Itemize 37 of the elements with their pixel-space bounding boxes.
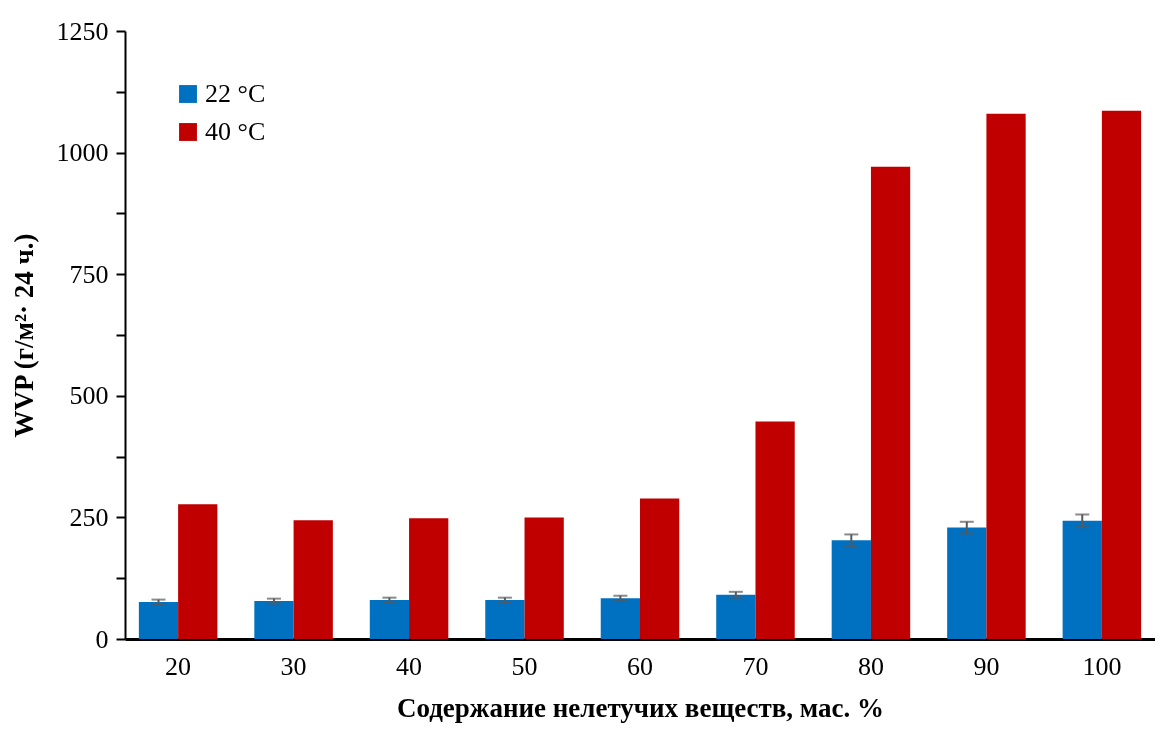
x-tick-label: 70: [742, 651, 769, 681]
y-axis-title: WVP (г/м²· 24 ч.): [8, 233, 39, 438]
x-tick-label: 40: [396, 651, 423, 681]
bar: [640, 498, 680, 639]
bar: [600, 598, 640, 639]
legend-label: 40 °C: [205, 117, 266, 146]
x-tick-label: 90: [973, 651, 1000, 681]
bar: [1062, 520, 1102, 639]
bar: [178, 504, 218, 639]
y-tick-label: 0: [95, 624, 109, 654]
bar: [947, 527, 987, 639]
bar: [716, 594, 756, 639]
x-tick-label: 100: [1082, 651, 1122, 681]
x-tick-label: 30: [280, 651, 307, 681]
bar: [485, 600, 525, 639]
y-tick-label: 750: [69, 259, 109, 289]
x-tick-label: 50: [511, 651, 538, 681]
bar: [409, 518, 449, 639]
x-tick-label: 60: [627, 651, 653, 681]
bar: [254, 601, 294, 639]
x-tick-label: 80: [857, 651, 884, 681]
bar: [293, 520, 333, 639]
bar: [831, 540, 871, 639]
y-tick-label: 500: [69, 381, 109, 411]
bar: [1101, 110, 1142, 639]
x-axis-title: Содержание нелетучих веществ, мас. %: [396, 692, 885, 723]
y-tick-label: 1000: [56, 138, 109, 168]
x-tick-label: 20: [165, 651, 192, 681]
bar: [138, 602, 179, 639]
bar: [870, 166, 911, 639]
bar: [369, 600, 410, 639]
legend-label: 22 °C: [205, 79, 266, 108]
y-tick-label: 1250: [56, 16, 109, 46]
y-tick-label: 250: [69, 502, 109, 532]
bar: [755, 421, 795, 639]
bar: [524, 517, 564, 639]
bar: [986, 113, 1026, 639]
